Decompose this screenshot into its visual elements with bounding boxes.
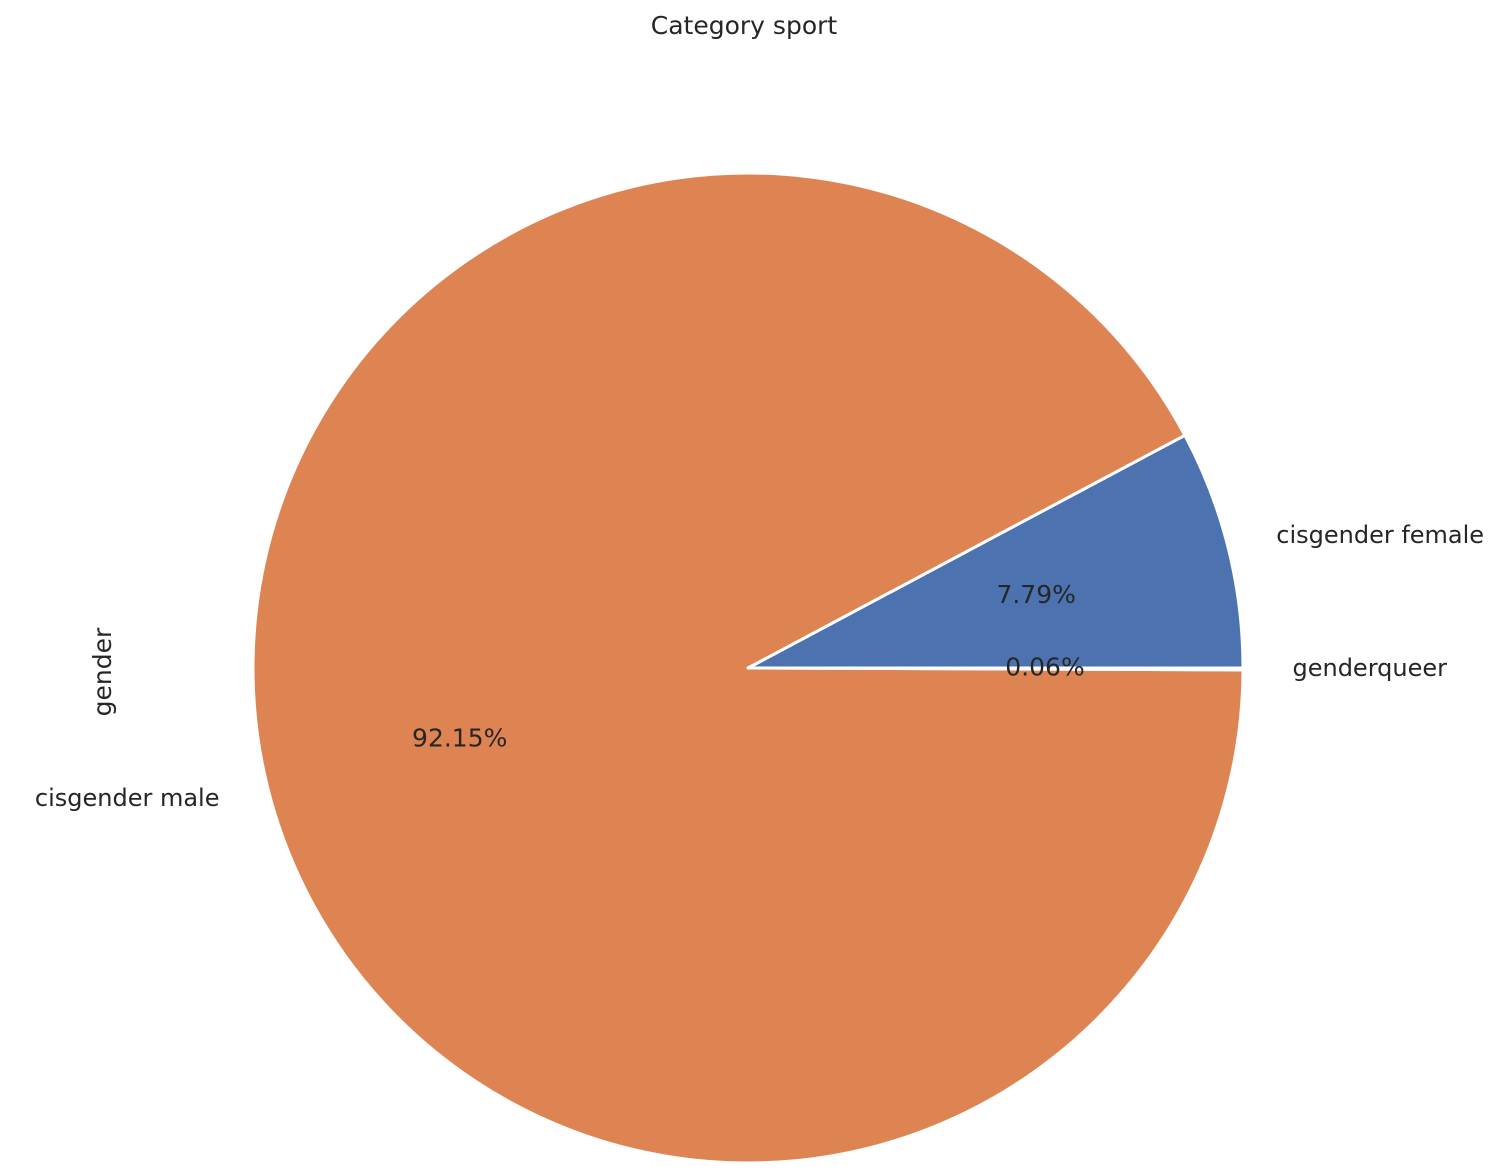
chart-title: Category sport — [651, 11, 838, 40]
slice-label-cisgender-male: cisgender male — [35, 784, 220, 812]
pie-wedges — [251, 171, 1245, 1165]
slice-pct-genderqueer: 0.06% — [1005, 653, 1084, 682]
slice-pct-cisgender-male: 92.15% — [412, 723, 507, 752]
slice-label-genderqueer: genderqueer — [1292, 654, 1447, 682]
pie-labels: cisgender female 7.79% cisgender male 92.15… — [35, 521, 1484, 812]
y-axis-label: gender — [88, 627, 117, 716]
pie-slice-cisgender-female — [746, 433, 1245, 670]
pie-slice-genderqueer — [746, 666, 1245, 672]
slice-label-cisgender-female: cisgender female — [1276, 521, 1484, 549]
slice-pct-cisgender-female: 7.79% — [996, 580, 1075, 609]
